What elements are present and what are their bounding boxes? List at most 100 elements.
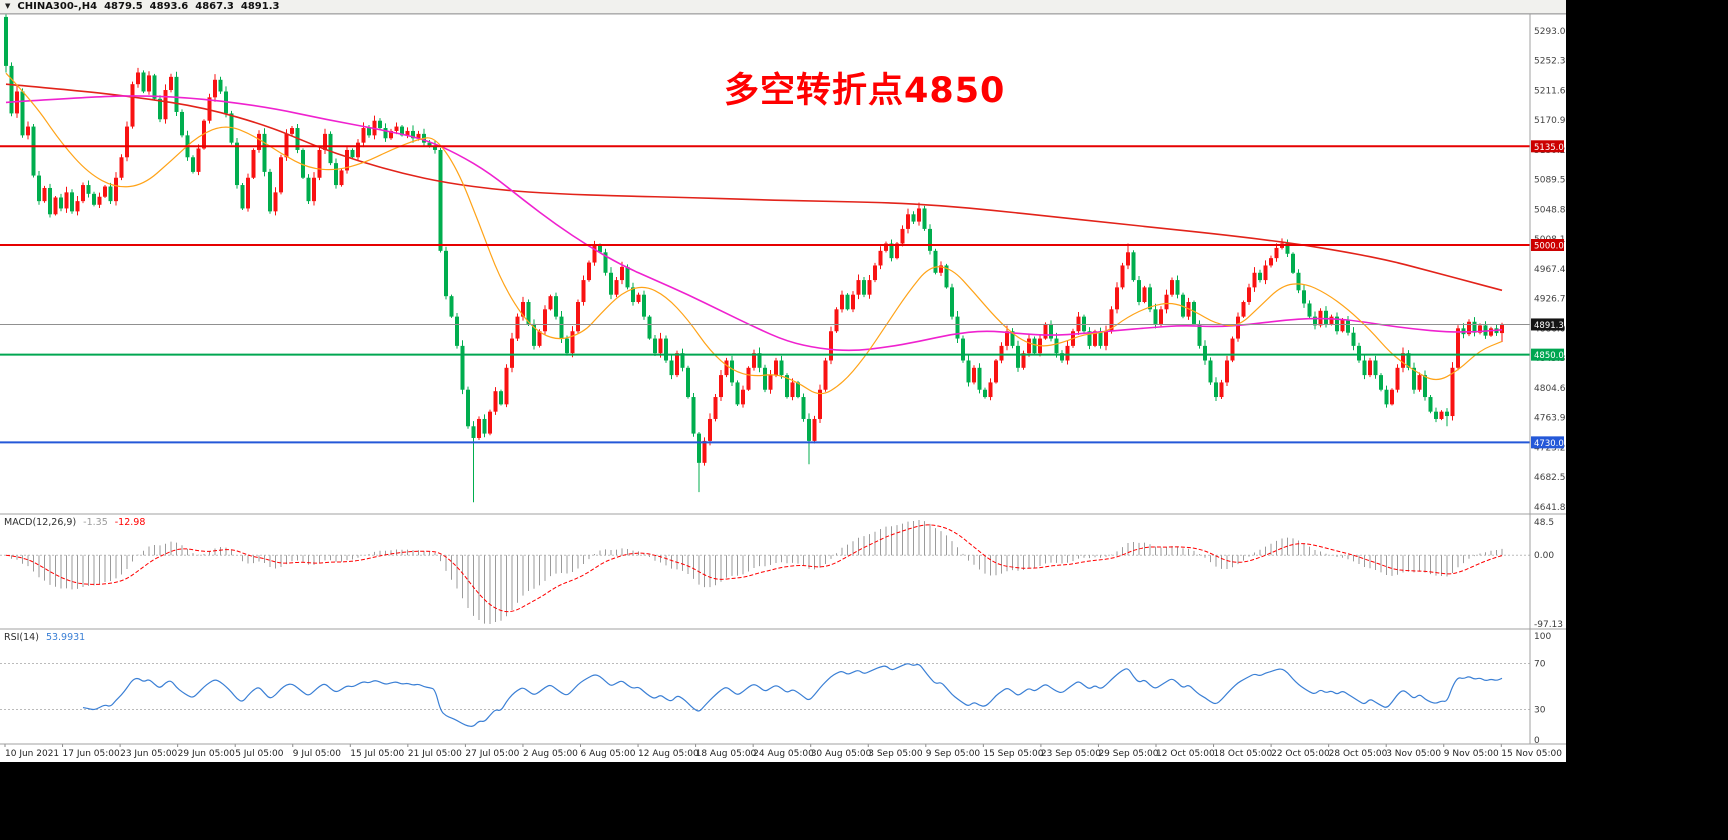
candle-body	[383, 128, 388, 139]
candle-body	[730, 360, 734, 383]
candle-body	[653, 338, 657, 354]
macd-name: MACD(12,26,9)	[4, 517, 77, 528]
time-tick-label: 10 Jun 2021	[5, 749, 59, 759]
candle-body	[279, 157, 283, 193]
candle-body	[548, 296, 553, 310]
candle-body	[202, 120, 206, 149]
rsi-pane[interactable]	[0, 663, 1530, 727]
candle-body	[1043, 323, 1048, 339]
price-tick-label: 5048.8	[1534, 205, 1566, 215]
candle-body	[1395, 367, 1400, 390]
candle-body	[9, 65, 14, 114]
candle-body	[950, 287, 954, 317]
candle-body	[70, 192, 74, 212]
candle-body	[152, 75, 157, 99]
trading-chart-window[interactable]: 5293.05252.35211.65170.95130.25089.55048…	[0, 0, 1566, 762]
time-axis[interactable]: 10 Jun 2021 17 Jun 05:00 23 Jun 05:00 29 Ju…	[4, 744, 1562, 759]
candle-body	[570, 331, 575, 354]
candle-body	[180, 111, 184, 136]
candle-body	[466, 389, 470, 427]
candle-body	[581, 280, 586, 303]
candle-body	[257, 133, 261, 150]
candle-body	[878, 250, 883, 266]
price-level-label: 4891.3	[1534, 321, 1564, 331]
candle-body	[972, 367, 976, 383]
candle-body	[405, 130, 410, 136]
candle-body	[207, 97, 212, 121]
time-tick-label: 6 Aug 05:00	[581, 749, 636, 759]
symbol-dropdown-icon[interactable]: ▼	[5, 2, 11, 10]
candle-body	[526, 302, 531, 324]
time-tick-label: 21 Jul 05:00	[408, 749, 462, 759]
candle-body	[1082, 316, 1086, 332]
price-tick-label: 4763.9	[1534, 414, 1566, 424]
macd-axis-zero: 0.00	[1534, 551, 1554, 561]
time-tick-label: 9 Nov 05:00	[1444, 749, 1499, 759]
candle-body	[240, 185, 245, 209]
price-axis[interactable]: 5293.05252.35211.65170.95130.25089.55048…	[1531, 27, 1566, 513]
candle-body	[719, 375, 723, 398]
candle-body	[1093, 331, 1097, 346]
candle-body	[449, 296, 454, 317]
candle-body	[75, 201, 80, 212]
candle-body	[746, 367, 751, 390]
candle-body	[86, 185, 91, 194]
time-tick-label: 18 Oct 05:00	[1214, 749, 1273, 759]
rsi-axis-label: 30	[1534, 706, 1546, 716]
candles-layer	[4, 14, 1504, 503]
price-level-label-box	[1531, 436, 1564, 449]
candle-body	[1065, 345, 1070, 361]
candle-body	[1159, 309, 1163, 324]
candle-body	[394, 126, 399, 131]
rsi-value: 53.9931	[45, 632, 86, 643]
time-tick-label: 27 Jul 05:00	[465, 749, 519, 759]
candle-body	[1373, 360, 1378, 376]
candle-body	[834, 309, 839, 332]
candle-body	[1181, 294, 1185, 317]
candle-body	[999, 345, 1004, 361]
candle-body	[444, 250, 448, 297]
candle-body	[1175, 280, 1180, 295]
candle-body	[592, 244, 597, 263]
candle-body	[856, 280, 861, 295]
symbol-timeframe-label: CHINA300-,H4	[17, 1, 98, 12]
time-tick-label: 24 Aug 05:00	[753, 749, 814, 759]
candle-body	[312, 177, 316, 202]
candle-body	[1269, 258, 1273, 266]
candle-body	[1049, 323, 1053, 339]
candle-body	[845, 294, 850, 310]
candle-body	[1384, 389, 1389, 405]
candle-body	[543, 309, 547, 332]
price-level-label: 4850.0	[1534, 351, 1564, 361]
price-level-label-box	[1531, 348, 1564, 361]
candle-body	[752, 353, 756, 368]
rsi-axis-label: 70	[1534, 660, 1546, 670]
price-tick-label: 5089.5	[1534, 176, 1566, 186]
time-tick-label: 3 Sep 05:00	[868, 749, 923, 759]
candle-body	[328, 133, 333, 164]
chart-canvas[interactable]: 5293.05252.35211.65170.95130.25089.55048…	[0, 0, 1566, 762]
candle-body	[1296, 272, 1301, 291]
main-price-pane[interactable]	[0, 13, 1530, 503]
candle-body	[306, 177, 311, 202]
macd-pane[interactable]	[0, 520, 1530, 624]
candle-body	[488, 411, 492, 434]
macd-signal-line	[5, 524, 1503, 613]
macd-signal-value: -12.98	[114, 517, 146, 528]
candle-body	[768, 375, 773, 390]
time-tick-label: 15 Sep 05:00	[983, 749, 1043, 759]
candle-body	[576, 302, 580, 332]
candle-body	[818, 389, 822, 419]
candle-body	[356, 142, 360, 158]
candle-body	[1274, 247, 1279, 259]
time-tick-label: 23 Sep 05:00	[1041, 749, 1101, 759]
candle-body	[1335, 316, 1339, 332]
candle-body	[97, 196, 102, 205]
candle-body	[922, 208, 927, 229]
time-tick-label: 9 Sep 05:00	[926, 749, 981, 759]
candle-body	[1027, 338, 1031, 354]
candle-body	[273, 192, 278, 212]
candle-body	[1263, 265, 1268, 281]
ma-slow-line	[5, 83, 1503, 292]
